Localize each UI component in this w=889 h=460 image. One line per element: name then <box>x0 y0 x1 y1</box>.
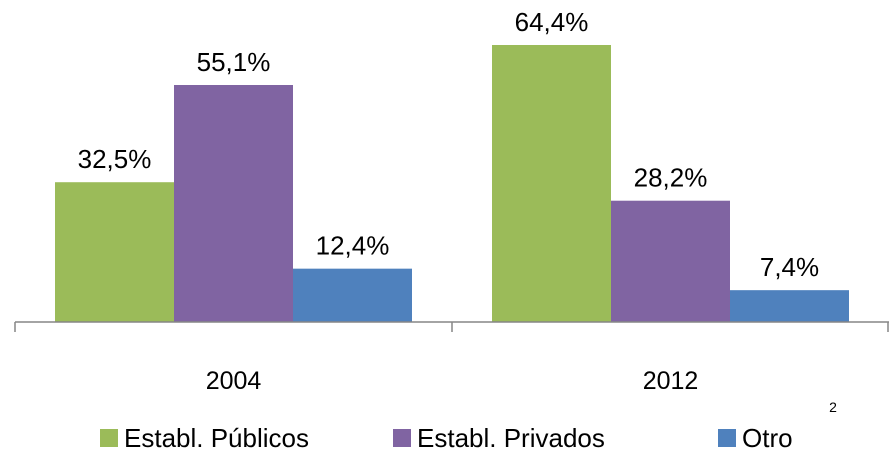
bar <box>293 268 412 322</box>
value-label: 55,1% <box>197 47 271 77</box>
legend-swatch <box>718 429 736 447</box>
value-label: 32,5% <box>78 144 152 174</box>
value-label: 7,4% <box>760 252 819 282</box>
x-tick-label: 2012 <box>643 367 699 395</box>
bar <box>55 182 174 322</box>
bar <box>611 200 730 322</box>
legend-label: Establ. Públicos <box>124 423 309 453</box>
x-tick-label: 2004 <box>206 367 262 395</box>
legend-label: Otro <box>742 423 793 453</box>
legend-swatch <box>100 429 118 447</box>
value-label: 28,2% <box>634 163 708 193</box>
legend-swatch <box>393 429 411 447</box>
bar <box>174 85 293 322</box>
bar <box>730 290 849 322</box>
value-label: 12,4% <box>316 231 390 261</box>
bar <box>492 45 611 322</box>
page-number: 2 <box>829 399 837 415</box>
value-label: 64,4% <box>515 7 589 37</box>
legend-label: Establ. Privados <box>417 423 605 453</box>
